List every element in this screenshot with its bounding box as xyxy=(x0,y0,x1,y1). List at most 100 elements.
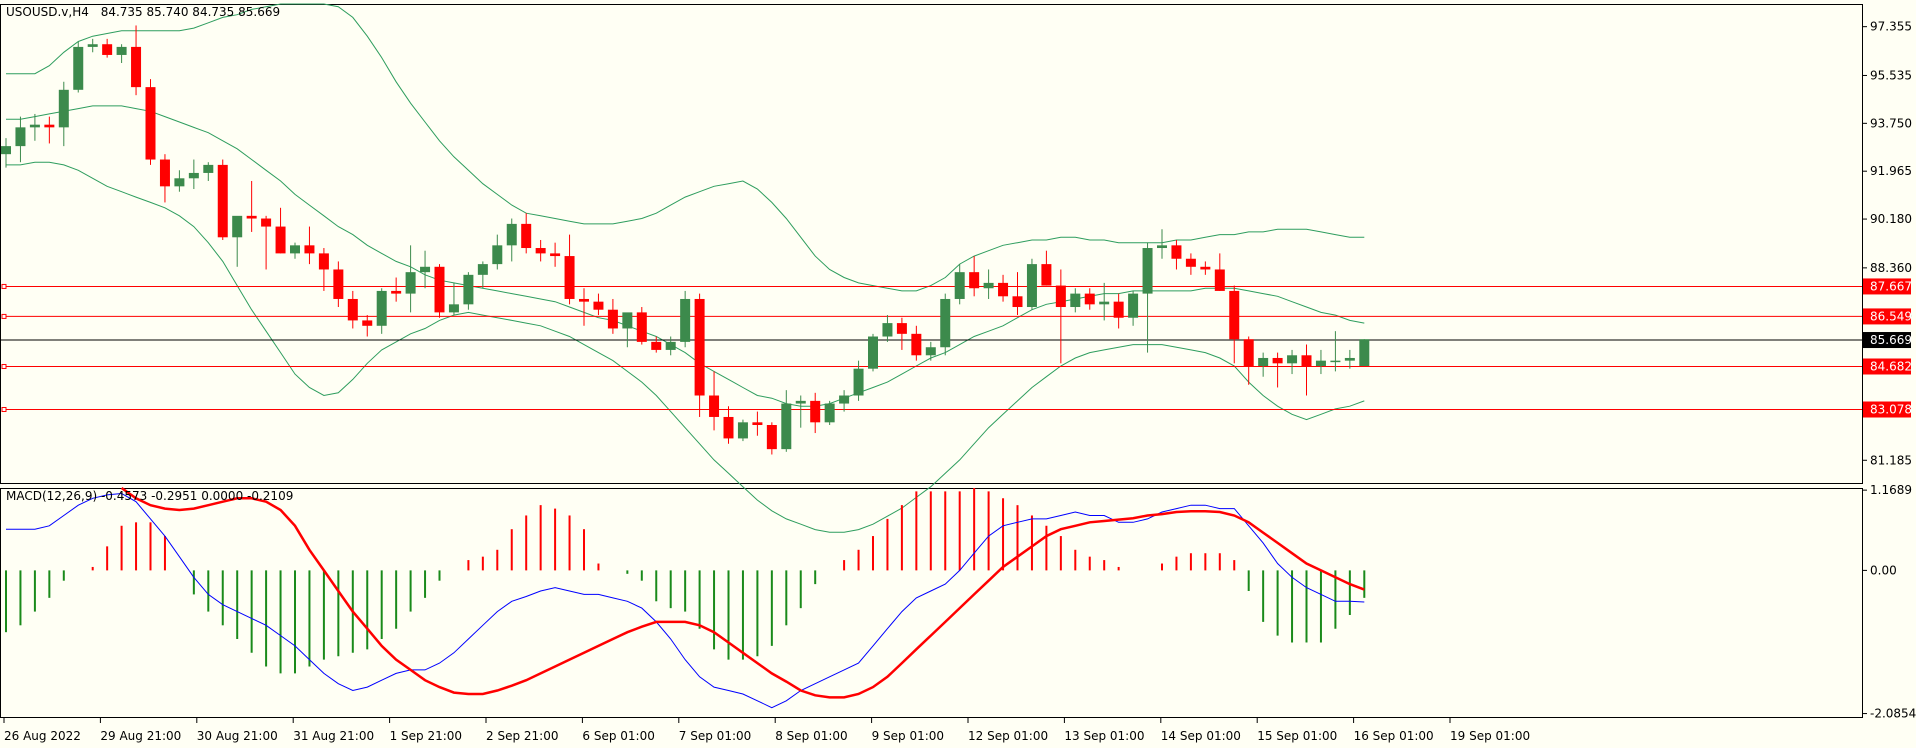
candle-bear xyxy=(261,218,272,227)
candle-bull xyxy=(1344,357,1355,361)
candle-bear xyxy=(391,290,402,294)
candle-bear xyxy=(969,272,980,289)
macd-panel-border xyxy=(0,488,1863,718)
candle-bear xyxy=(564,256,575,299)
candle-bear xyxy=(636,312,647,342)
time-tick-label: 12 Sep 01:00 xyxy=(968,729,1048,743)
price-tick-label: 91.965 xyxy=(1870,164,1912,178)
candle-bull xyxy=(87,44,98,47)
candle-bear xyxy=(896,323,907,334)
candle-bull xyxy=(376,290,387,326)
macd-label: MACD(12,26,9) -0.4573 -0.2951 0.0000 -0.… xyxy=(6,489,293,503)
level-anchor-handle[interactable] xyxy=(1,363,7,369)
candle-bull xyxy=(420,266,431,273)
time-tick-label: 30 Aug 21:00 xyxy=(197,729,278,743)
level-price-tag: 87.667 xyxy=(1870,279,1912,293)
horizontal-levels[interactable] xyxy=(0,283,1862,413)
price-tick-label: 93.750 xyxy=(1870,116,1912,130)
current-price-tag-bg xyxy=(1863,332,1911,349)
candle-bull xyxy=(622,312,633,329)
chart-frame xyxy=(0,4,1863,718)
candle-bear xyxy=(1301,355,1312,367)
time-tick-label: 6 Sep 01:00 xyxy=(582,729,654,743)
candle-bear xyxy=(217,164,228,238)
candle-bear xyxy=(521,223,532,249)
candle-bull xyxy=(1287,355,1298,364)
level-anchor-handle[interactable] xyxy=(1,407,7,413)
candle-bear xyxy=(723,416,734,439)
level-anchor-handle[interactable] xyxy=(1,313,7,319)
candle-bear xyxy=(766,425,777,450)
candle-bear xyxy=(1055,285,1066,308)
bollinger-lower-line xyxy=(6,161,1365,533)
macd-panel: 1.1689 0.00 -2.0854 xyxy=(5,483,1916,721)
candle-bull xyxy=(853,368,864,396)
macd-tick-label: 0.00 xyxy=(1870,563,1897,577)
candle-bull xyxy=(73,46,84,90)
candle-bear xyxy=(810,400,821,423)
candlesticks xyxy=(1,25,1370,455)
candle-bull xyxy=(232,215,243,238)
level-price-tag-bg xyxy=(1863,308,1911,325)
candle-bear xyxy=(1229,290,1240,340)
main-panel-border xyxy=(0,4,1863,484)
candle-bear xyxy=(1041,264,1052,286)
candle-bear xyxy=(1185,258,1196,267)
candle-bull xyxy=(463,274,474,305)
candle-bull xyxy=(795,400,806,404)
candle-bull xyxy=(290,245,300,254)
time-tick-label: 19 Sep 01:00 xyxy=(1450,729,1530,743)
candle-bear xyxy=(911,333,922,356)
candle-bull xyxy=(1315,360,1326,367)
candle-bull xyxy=(1070,293,1081,308)
candle-bull xyxy=(839,395,850,404)
candle-bear xyxy=(998,282,1009,297)
candle-bull xyxy=(1026,264,1037,308)
time-tick-label: 9 Sep 01:00 xyxy=(872,729,944,743)
candle-bear xyxy=(362,320,373,326)
candle-bear xyxy=(159,159,170,187)
candle-bear xyxy=(1243,339,1254,367)
candle-bull xyxy=(506,223,517,246)
candle-bear xyxy=(651,341,662,350)
candle-bull xyxy=(983,282,994,289)
candle-bear xyxy=(102,44,113,55)
macd-signal-line xyxy=(120,486,1365,699)
candle-bull xyxy=(1258,357,1269,367)
candle-bear xyxy=(145,87,156,160)
time-tick-label: 2 Sep 21:00 xyxy=(486,729,558,743)
candle-bull xyxy=(882,323,893,337)
candle-bull xyxy=(116,46,127,55)
candle-bull xyxy=(15,127,26,147)
time-tick-label: 15 Sep 01:00 xyxy=(1257,729,1337,743)
candle-bear xyxy=(535,248,546,254)
candle-bull xyxy=(58,89,69,128)
price-tick-label: 90.180 xyxy=(1870,212,1912,226)
candle-bull xyxy=(1359,339,1370,367)
current-price-tag: 85.669 xyxy=(1870,333,1912,347)
candle-bull xyxy=(868,336,878,369)
level-price-tag-bg xyxy=(1863,401,1911,418)
candle-bear xyxy=(275,226,286,254)
symbol-label: USOUSD.v,H4 xyxy=(6,5,89,19)
candle-bull xyxy=(1099,301,1110,305)
level-price-tag-bg xyxy=(1863,278,1911,295)
candle-bear xyxy=(550,253,561,257)
candle-bear xyxy=(709,395,720,417)
level-anchor-handle[interactable] xyxy=(1,283,7,289)
time-axis: 26 Aug 2022 29 Aug 21:00 30 Aug 21:00 31 Au… xyxy=(3,718,1530,743)
price-tick-label: 95.535 xyxy=(1870,68,1912,82)
candle-bull xyxy=(940,298,951,348)
candle-bear xyxy=(434,266,445,313)
symbol-ohlc-header: USOUSD.v,H4 84.735 85.740 84.735 85.669 xyxy=(6,5,280,19)
candle-bear xyxy=(1113,301,1124,318)
bollinger-upper-line xyxy=(6,3,1365,292)
candle-bull xyxy=(680,298,691,342)
candle-bull xyxy=(477,264,488,275)
candle-bull xyxy=(174,178,185,187)
price-axis: 97.355 95.535 93.750 91.965 90.180 88.360 86.5… xyxy=(1862,20,1912,467)
candle-bull xyxy=(1157,245,1167,249)
time-tick-label: 31 Aug 21:00 xyxy=(293,729,374,743)
candle-bull xyxy=(954,272,965,299)
candle-bull xyxy=(29,124,40,128)
